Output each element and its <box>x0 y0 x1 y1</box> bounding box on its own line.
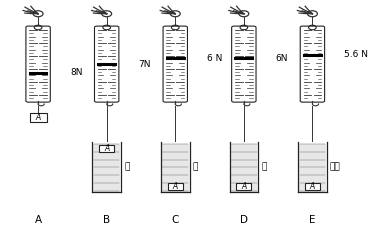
Bar <box>236 183 251 190</box>
Bar <box>30 113 46 122</box>
Text: A: A <box>35 113 41 122</box>
Bar <box>299 144 326 192</box>
Text: A: A <box>310 182 315 191</box>
Text: A: A <box>241 182 247 191</box>
Text: 水: 水 <box>261 163 267 172</box>
Bar <box>305 183 320 190</box>
FancyBboxPatch shape <box>163 26 187 102</box>
Text: C: C <box>171 215 179 225</box>
FancyBboxPatch shape <box>300 26 325 102</box>
Text: 5.6 N: 5.6 N <box>344 50 368 59</box>
Text: A: A <box>104 144 109 153</box>
Bar <box>230 144 258 192</box>
Text: B: B <box>103 215 110 225</box>
Text: 水: 水 <box>192 163 198 172</box>
Bar <box>162 144 189 192</box>
Text: 8N: 8N <box>70 68 83 77</box>
Text: 7N: 7N <box>139 60 151 69</box>
Bar <box>93 144 120 192</box>
Text: 盐水: 盐水 <box>330 163 341 172</box>
FancyBboxPatch shape <box>26 26 50 102</box>
Text: 6 N: 6 N <box>207 54 223 63</box>
Bar <box>99 145 114 152</box>
Text: D: D <box>240 215 248 225</box>
Text: 水: 水 <box>124 163 130 172</box>
FancyBboxPatch shape <box>94 26 119 102</box>
Text: A: A <box>173 182 178 191</box>
Bar <box>168 183 183 190</box>
Text: A: A <box>35 215 42 225</box>
Text: 6N: 6N <box>276 54 288 63</box>
FancyBboxPatch shape <box>232 26 256 102</box>
Text: E: E <box>309 215 316 225</box>
